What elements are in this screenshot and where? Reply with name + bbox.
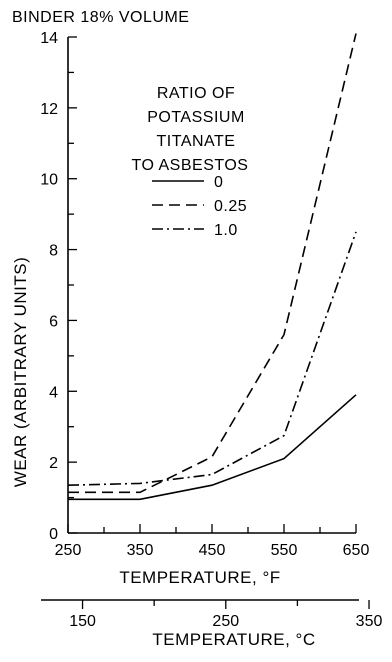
y-tick-label: 2 [49, 455, 58, 472]
y-tick-label: 0 [49, 526, 58, 543]
legend-title-line-2: POTASSIUM [147, 109, 245, 126]
legend: RATIO OF POTASSIUM TITANATE TO ASBESTOS … [132, 85, 249, 239]
chart-title: BINDER 18% VOLUME [12, 9, 189, 26]
x2-tick-label: 150 [69, 613, 96, 630]
y-tick-label: 8 [49, 243, 58, 260]
series-line-1.0 [67, 231, 357, 486]
y-tick-label: 4 [49, 384, 58, 401]
legend-title-line-3: TITANATE [157, 133, 236, 150]
y-tick-label: 12 [40, 101, 58, 118]
legend-label-0.25: 0.25 [214, 198, 247, 215]
series-group [67, 33, 357, 501]
legend-label-1.0: 1.0 [214, 222, 238, 239]
y-axis-ticks: 0 2 4 6 8 10 12 14 [40, 30, 77, 543]
x-axis-label: TEMPERATURE, °F [119, 568, 280, 587]
x-tick-label: 550 [271, 542, 298, 559]
x-axis-ticks: 250 350 450 550 650 [55, 524, 370, 559]
y-tick-label: 14 [40, 30, 58, 47]
y-axis-label: WEAR (ARBITRARY UNITS) [11, 257, 30, 487]
y-tick-label: 10 [40, 172, 58, 189]
x2-tick-label: 350 [356, 613, 383, 630]
x-tick-label: 450 [199, 542, 226, 559]
legend-label-0: 0 [214, 174, 223, 191]
series-line-0.25 [68, 33, 357, 494]
secondary-x-axis-label: TEMPERATURE, °C [152, 630, 315, 649]
legend-title-line-1: RATIO OF [157, 85, 235, 102]
x2-tick-label: 250 [212, 613, 239, 630]
series-line-0 [68, 394, 357, 501]
x-tick-label: 250 [55, 542, 82, 559]
x-tick-label: 350 [127, 542, 154, 559]
secondary-x-axis-ticks: 150 250 350 [69, 600, 382, 630]
y-tick-label: 6 [49, 313, 58, 330]
legend-entries: 0 0.25 1.0 [152, 174, 247, 239]
x-tick-label: 650 [343, 542, 370, 559]
legend-title-line-4: TO ASBESTOS [132, 157, 249, 174]
